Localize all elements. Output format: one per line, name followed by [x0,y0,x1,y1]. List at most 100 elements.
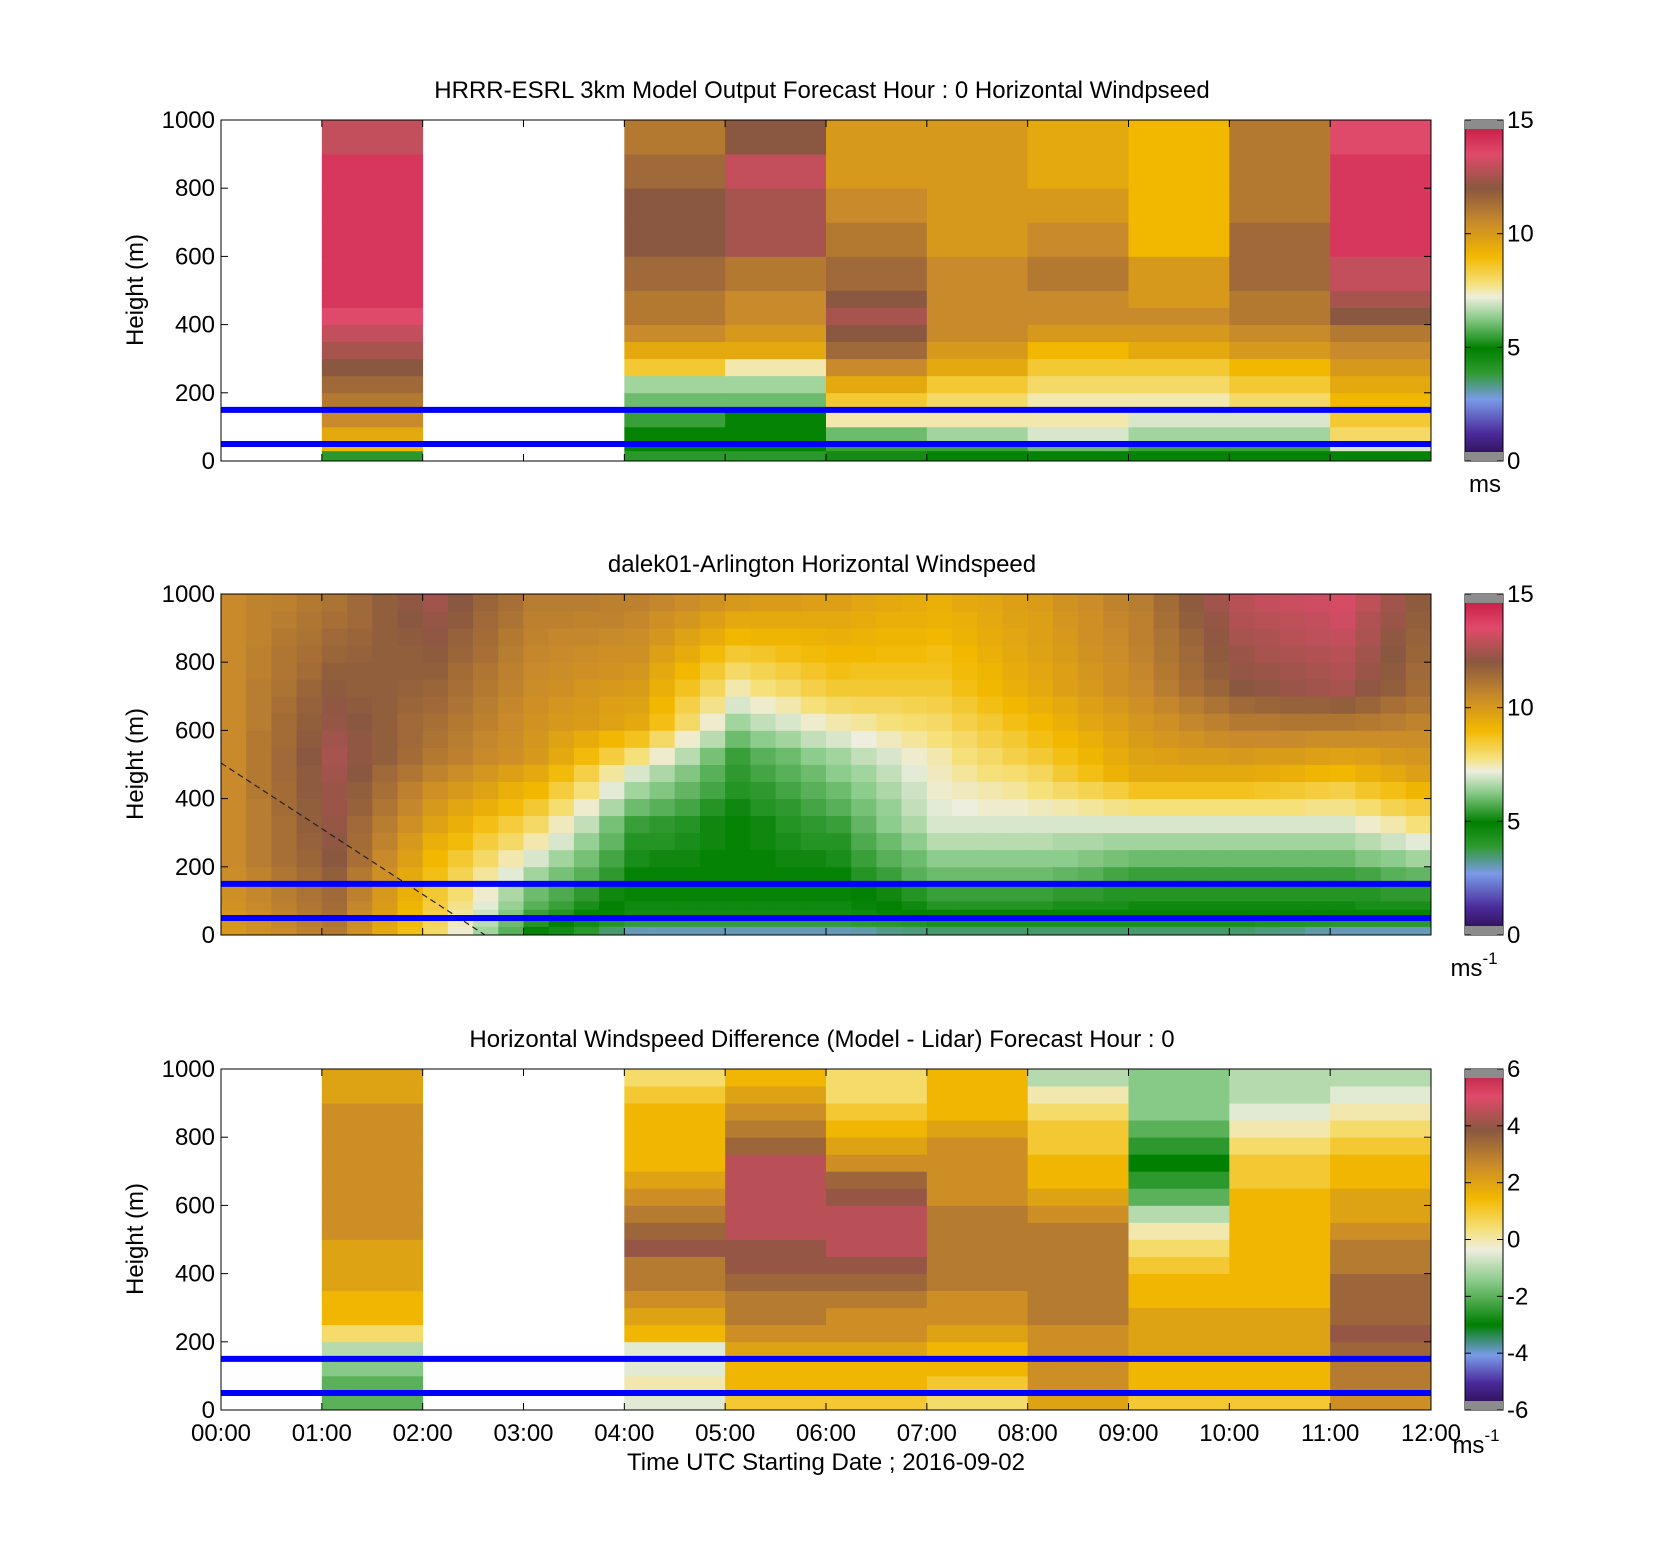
heatmap-cell [1279,594,1306,612]
heatmap-cell [1128,909,1155,919]
heatmap-cell [624,1307,726,1326]
heatmap-cell [321,1222,424,1240]
heatmap-cell [498,900,524,910]
heatmap-cell [674,866,701,885]
panel-lidar-colorbar-ticks: 0 5 10 15 [1465,581,1534,949]
heatmap-cell [876,696,903,714]
heatmap-cell [1229,1341,1331,1360]
heatmap-cell [800,900,827,910]
heatmap-cell [422,917,449,927]
heatmap-cell [1128,1324,1230,1343]
heatmap-cell [372,645,398,663]
heatmap-cell [1254,926,1281,936]
heatmap-cell [1128,611,1155,629]
heatmap-cell [1128,290,1230,308]
heatmap-cell [826,815,852,834]
heatmap-cell [624,713,650,731]
heatmap-cell [1002,781,1029,799]
heatmap-cell [397,781,424,799]
heatmap-cell [271,679,298,697]
heatmap-cell [473,611,499,629]
heatmap-cell [826,645,852,663]
heatmap-cell [599,662,625,680]
heatmap-cell [725,426,827,441]
panel-lidar-ylabel: Height (m) [122,708,149,820]
heatmap-cell [1128,815,1155,834]
colorbar-tick-label: 5 [1507,334,1520,361]
heatmap-cell [1304,611,1331,629]
heatmap-cell [1405,849,1432,868]
heatmap-cell [1405,764,1432,782]
panel-model-xticks [220,120,1432,461]
heatmap-cell [498,781,524,799]
heatmap-cell [447,832,474,851]
panel-difference-xticks: 00:00 01:00 02:00 03:00 04:00 05:00 06:00 07:00… [191,1069,1461,1447]
heatmap-cell [1078,696,1104,714]
heatmap-cell [901,815,928,834]
heatmap-cell [1279,909,1306,919]
heatmap-cell [548,747,575,765]
heatmap-cell [271,696,298,714]
heatmap-cell [422,730,449,748]
heatmap-cell [1052,917,1079,927]
heatmap-cell [826,1358,928,1377]
heatmap-cell [876,832,903,851]
heatmap-cell [1380,926,1407,936]
heatmap-cell [573,781,600,799]
heatmap-cell [1254,781,1281,799]
heatmap-cell [725,926,751,936]
heatmap-cell [473,594,499,612]
heatmap-cell [447,594,474,612]
heatmap-cell [447,628,474,646]
heatmap-cell [1304,764,1331,782]
heatmap-cell [1103,917,1129,927]
heatmap-cell [851,611,877,629]
heatmap-cell [624,1205,726,1223]
heatmap-cell [775,815,802,834]
heatmap-cell [1380,849,1407,868]
heatmap-cell [952,849,978,868]
heatmap-cell [1304,713,1331,731]
heatmap-cell [447,815,474,834]
heatmap-cell [1380,917,1407,927]
heatmap-cell [321,1290,424,1309]
heatmap-cell [851,900,877,910]
heatmap-cell [1279,679,1306,697]
heatmap-cell [321,1307,424,1326]
heatmap-cell [1027,866,1054,885]
heatmap-cell [1178,645,1205,663]
heatmap-cell [1178,832,1205,851]
heatmap-cell [674,900,701,910]
heatmap-cell [523,781,550,799]
heatmap-cell [750,764,776,782]
heatmap-cell [1052,679,1079,697]
heatmap-cell [624,1375,726,1390]
heatmap-cell [271,747,298,765]
colorbar-tick-label: 0 [1507,922,1520,949]
heatmap-cell [1229,713,1255,731]
heatmap-cell [1027,909,1054,919]
heatmap-cell [1204,866,1230,885]
heatmap-cell [1002,849,1029,868]
heatmap-cell [296,900,323,910]
heatmap-cell [296,645,323,663]
heatmap-cell [573,645,600,663]
heatmap-cell [725,1188,827,1206]
heatmap-cell [1204,628,1230,646]
heatmap-cell [271,730,298,748]
heatmap-cell [246,909,272,919]
heatmap-cell [221,900,247,910]
heatmap-cell [321,1069,424,1087]
heatmap-cell [599,764,625,782]
heatmap-cell [523,866,550,885]
heatmap-cell [221,781,247,799]
heatmap-cell [1178,917,1205,927]
heatmap-cell [750,832,776,851]
heatmap-cell [372,832,398,851]
y-tick-label: 800 [175,649,215,676]
x-axis-title: Time UTC Starting Date ; 2016-09-02 [627,1449,1025,1476]
heatmap-cell [1229,1171,1331,1189]
heatmap-cell [1330,747,1356,765]
heatmap-cell [498,679,524,697]
heatmap-cell [1405,781,1432,799]
